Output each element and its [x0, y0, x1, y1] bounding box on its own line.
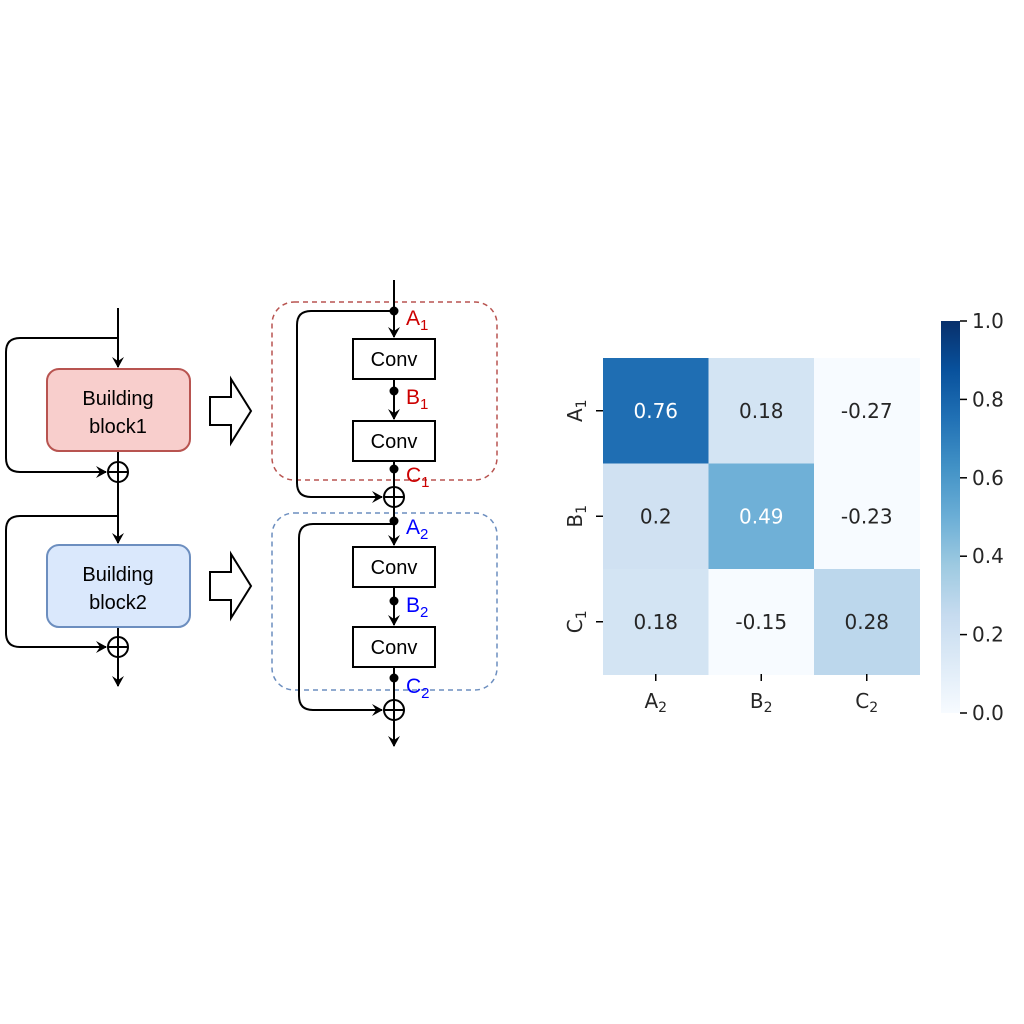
building-block-2 [46, 544, 191, 628]
heatmap-cell [603, 569, 709, 675]
heatmap-cell [814, 569, 920, 675]
cell-value-label: 0.28 [844, 610, 889, 634]
point-label-c1: C1 [406, 464, 430, 491]
cell-value-label: -0.23 [841, 504, 893, 528]
add-icon [383, 486, 405, 508]
skip-connection-1 [5, 337, 118, 478]
cell-value-label: -0.27 [841, 399, 893, 423]
add-icon [383, 699, 405, 721]
cell-value-label: 0.2 [640, 504, 672, 528]
point-label-c2: C2 [406, 675, 430, 702]
add-icon [107, 461, 129, 483]
point-label-b1: B1 [406, 386, 428, 413]
x-tick-label: B2 [750, 689, 773, 716]
point-label-a2: A2 [406, 516, 428, 543]
heatmap-cell [708, 358, 815, 464]
conv-label: Conv [371, 557, 418, 579]
cell-value-label: 0.76 [633, 399, 678, 423]
block1-label: block1 [89, 416, 147, 438]
heatmap-cell [708, 569, 815, 675]
colorbar-tick-label: 0.8 [972, 387, 1004, 411]
block2-label: block2 [89, 592, 147, 614]
block1-label: Building [82, 388, 153, 410]
cell-value-label: 0.18 [739, 399, 784, 423]
colorbar-tick-label: 1.0 [972, 309, 1004, 333]
heatmap-cell [708, 463, 815, 570]
conv-box [352, 546, 436, 588]
expand-arrow-icon [209, 375, 253, 447]
x-tick-label: A2 [644, 689, 667, 716]
block2-detail-box [271, 512, 498, 691]
heatmap-cell [603, 463, 709, 570]
heatmap-cell [814, 463, 920, 570]
conv-box [352, 420, 436, 462]
colorbar-tick-label: 0.6 [972, 466, 1004, 490]
conv-label: Conv [371, 431, 418, 453]
heatmap-cell [603, 358, 709, 464]
point-label-b2: B2 [406, 594, 428, 621]
colorbar-tick-label: 0.0 [972, 701, 1004, 725]
y-tick-label: C1 [563, 610, 590, 633]
add-icon [107, 636, 129, 658]
x-tick-label: C2 [855, 689, 878, 716]
cell-value-label: -0.15 [735, 610, 787, 634]
point-label-a1: A1 [406, 307, 428, 334]
y-tick-label: A1 [563, 399, 590, 422]
expand-arrow-icon [209, 550, 253, 622]
y-tick-label: B1 [563, 505, 590, 528]
colorbar-tick-label: 0.4 [972, 544, 1004, 568]
heatmap-cell [814, 358, 920, 464]
conv-box [352, 626, 436, 668]
colorbar [941, 321, 960, 713]
skip-connection-2 [5, 515, 118, 653]
colorbar-tick-label: 0.2 [972, 623, 1004, 647]
conv-label: Conv [371, 637, 418, 659]
block2-label: Building [82, 564, 153, 586]
cell-value-label: 0.18 [633, 610, 678, 634]
conv-label: Conv [371, 349, 418, 371]
cell-value-label: 0.49 [739, 504, 784, 528]
building-block-1 [46, 368, 191, 452]
conv-box [352, 338, 436, 380]
block1-detail-box [271, 301, 498, 481]
